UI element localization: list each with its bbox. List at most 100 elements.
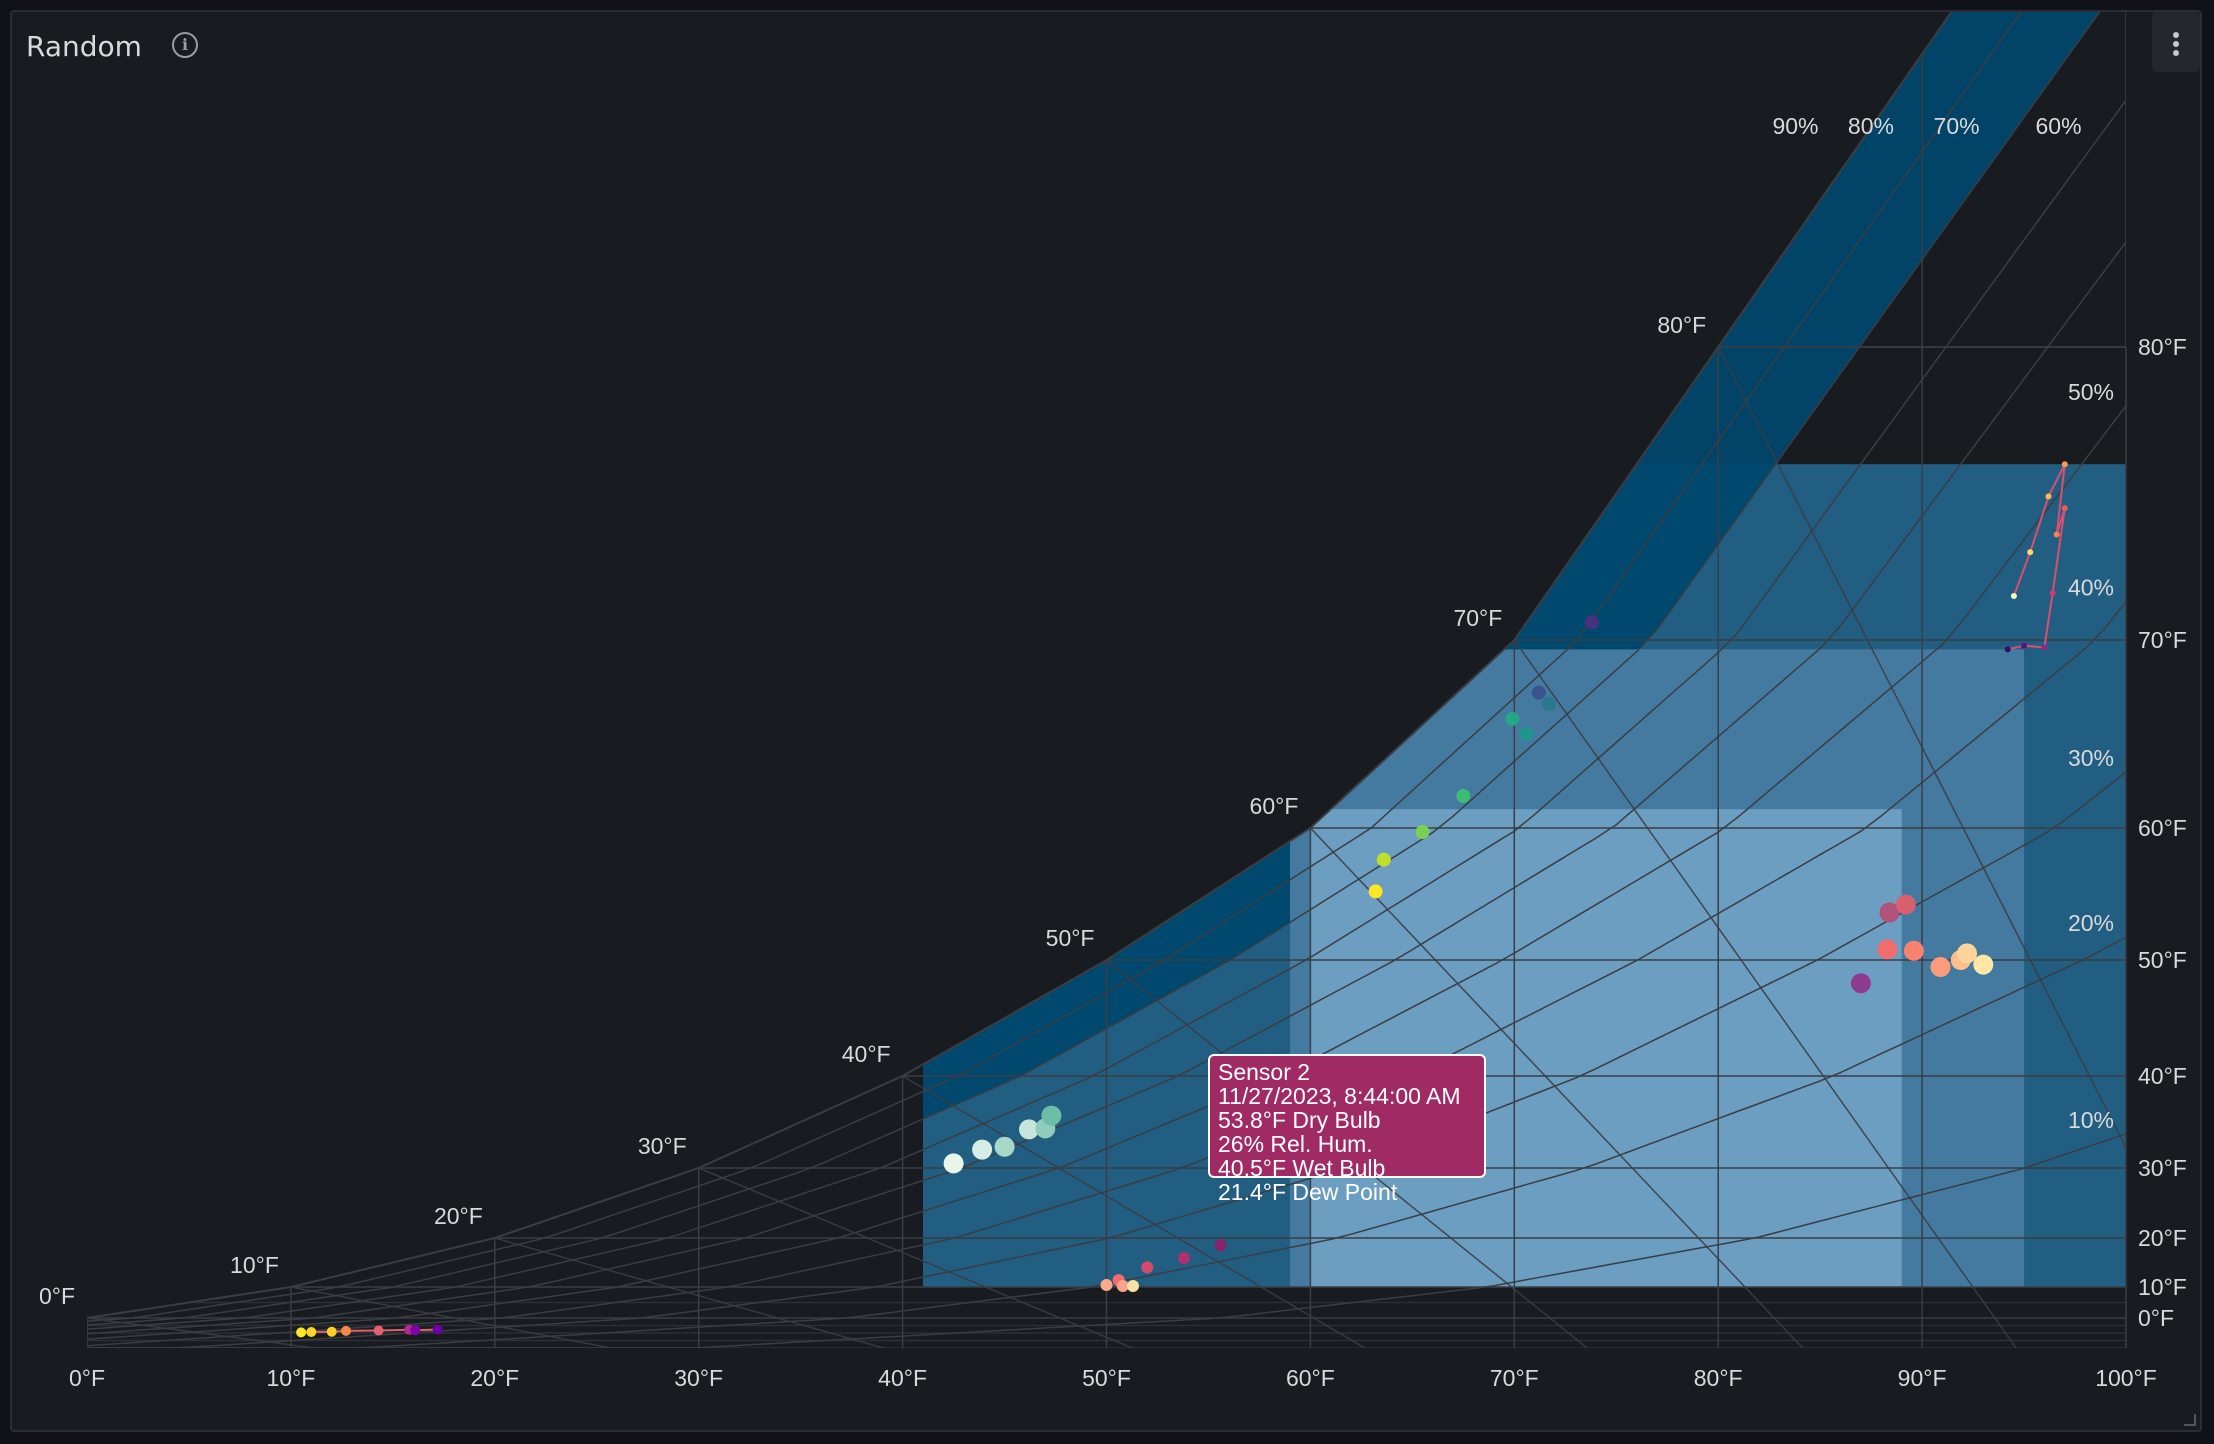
y-tick-label: 60°F [2138, 815, 2187, 841]
data-point[interactable] [373, 1325, 384, 1336]
panel-header: Random i [12, 12, 2200, 76]
data-point[interactable] [2041, 644, 2048, 651]
y-tick-label: 0°F [2138, 1305, 2174, 1331]
y-tick-label: 20°F [2138, 1225, 2187, 1251]
data-point[interactable] [1141, 1261, 1154, 1274]
x-tick-label: 20°F [470, 1365, 519, 1391]
data-point[interactable] [1519, 727, 1534, 741]
data-point[interactable] [2053, 531, 2060, 538]
data-point[interactable] [1415, 825, 1430, 839]
rh-curve-10 [87, 1133, 2126, 1348]
data-point[interactable] [1877, 939, 1898, 960]
data-point[interactable] [1850, 973, 1871, 994]
data-point[interactable] [1456, 789, 1471, 803]
rh-curve-60 [87, 241, 2126, 1335]
data-point[interactable] [2021, 642, 2027, 649]
y-tick-label: 70°F [2138, 627, 2187, 653]
data-point[interactable] [1178, 1252, 1190, 1265]
data-point[interactable] [2045, 493, 2052, 500]
rh-curve-30 [87, 771, 2126, 1348]
x-tick-label: 50°F [1082, 1365, 1131, 1391]
data-point[interactable] [410, 1325, 421, 1336]
data-point[interactable] [1368, 884, 1383, 899]
data-point[interactable] [1895, 894, 1916, 915]
series-5 [1850, 894, 1994, 994]
x-tick-label: 70°F [1490, 1365, 1539, 1391]
rh-label: 60% [2035, 113, 2081, 139]
x-tick-label: 30°F [674, 1365, 723, 1391]
data-point[interactable] [1957, 943, 1977, 964]
y-tick-label: 80°F [2138, 334, 2187, 360]
data-point[interactable] [994, 1136, 1015, 1157]
y-tick-label: 30°F [2138, 1155, 2187, 1181]
x-tick-label: 60°F [1286, 1365, 1335, 1391]
data-point[interactable] [1903, 940, 1924, 961]
saturation-label: 40°F [842, 1041, 891, 1067]
tooltip-wet-bulb: 40.5°F Wet Bulb [1218, 1155, 1386, 1181]
saturation-label: 10°F [230, 1252, 279, 1278]
rh-label: 50% [2068, 379, 2114, 405]
data-point[interactable] [2049, 590, 2056, 597]
saturation-label: 50°F [1046, 925, 1095, 951]
data-point[interactable] [1041, 1105, 1062, 1126]
data-point[interactable] [326, 1326, 337, 1337]
psychrometric-chart: 0°F 10°F 20°F 30°F 40°F 50°F 60°F 70°F 80°F 90°F 1… [39, 12, 2187, 1391]
rh-label: 40% [2068, 575, 2114, 601]
y-tick-label: 40°F [2138, 1063, 2187, 1089]
rh-label: 70% [1934, 113, 1980, 139]
x-tick-label: 80°F [1694, 1365, 1743, 1391]
saturation-label: 30°F [638, 1133, 687, 1159]
tooltip: Sensor 2 11/27/2023, 8:44:00 AM 53.8°F D… [1208, 1054, 1486, 1204]
x-tick-label: 0°F [69, 1365, 105, 1391]
data-point[interactable] [2027, 549, 2034, 556]
data-point[interactable] [2061, 505, 2068, 512]
tooltip-dry-bulb: 53.8°F Dry Bulb [1218, 1107, 1381, 1133]
data-point[interactable] [1542, 696, 1556, 711]
data-point[interactable] [432, 1324, 443, 1335]
data-point[interactable] [1879, 902, 1900, 923]
y-tick-label: 10°F [2138, 1274, 2187, 1300]
rh-curve-80 [87, 12, 2126, 1326]
x-tick-label: 100°F [2095, 1365, 2157, 1391]
data-point[interactable] [1930, 957, 1951, 977]
data-point[interactable] [1214, 1239, 1227, 1252]
rh-curve-70 [87, 99, 2126, 1330]
rh-curve-40 [87, 601, 2126, 1347]
x-tick-label: 10°F [266, 1365, 315, 1391]
panel-title: Random [26, 30, 142, 63]
data-point[interactable] [1584, 615, 1599, 630]
info-icon[interactable]: i [172, 32, 198, 58]
saturation-label: 70°F [1453, 605, 1502, 631]
data-point[interactable] [2061, 461, 2068, 468]
data-point[interactable] [2004, 646, 2011, 653]
data-point[interactable] [296, 1327, 307, 1338]
rh-label: 20% [2068, 910, 2114, 936]
chart-panel: Random i 0°F 10°F 20°F 30°F 40°F 50°F 60°F 70°F… [10, 10, 2202, 1432]
data-point[interactable] [1127, 1280, 1139, 1292]
data-point[interactable] [943, 1153, 964, 1174]
data-point[interactable] [1505, 712, 1520, 726]
data-point[interactable] [341, 1325, 351, 1336]
data-point[interactable] [2010, 593, 2017, 599]
x-tick-label: 90°F [1898, 1365, 1947, 1391]
data-point[interactable] [306, 1327, 317, 1337]
rh-label: 10% [2068, 1107, 2114, 1133]
data-point[interactable] [972, 1139, 993, 1160]
tooltip-rel-hum: 26% Rel. Hum. [1218, 1131, 1373, 1157]
data-point[interactable] [1100, 1279, 1113, 1291]
tooltip-series: Sensor 2 [1218, 1059, 1311, 1085]
saturation-curve [86, 12, 1953, 1319]
series-3 [1100, 1239, 1227, 1292]
series-2 [943, 1105, 1062, 1174]
kebab-menu-icon[interactable] [2152, 12, 2200, 72]
data-point[interactable] [1019, 1119, 1039, 1140]
series-1 [296, 1324, 443, 1338]
series-6 [2004, 461, 2068, 653]
data-point[interactable] [1973, 954, 1994, 975]
resize-handle-icon[interactable] [2184, 1414, 2196, 1426]
rh-curve-50 [87, 405, 2126, 1340]
data-point[interactable] [1116, 1280, 1129, 1292]
data-point[interactable] [1531, 685, 1546, 700]
data-point[interactable] [1376, 852, 1391, 867]
series-4 [1368, 615, 1599, 899]
